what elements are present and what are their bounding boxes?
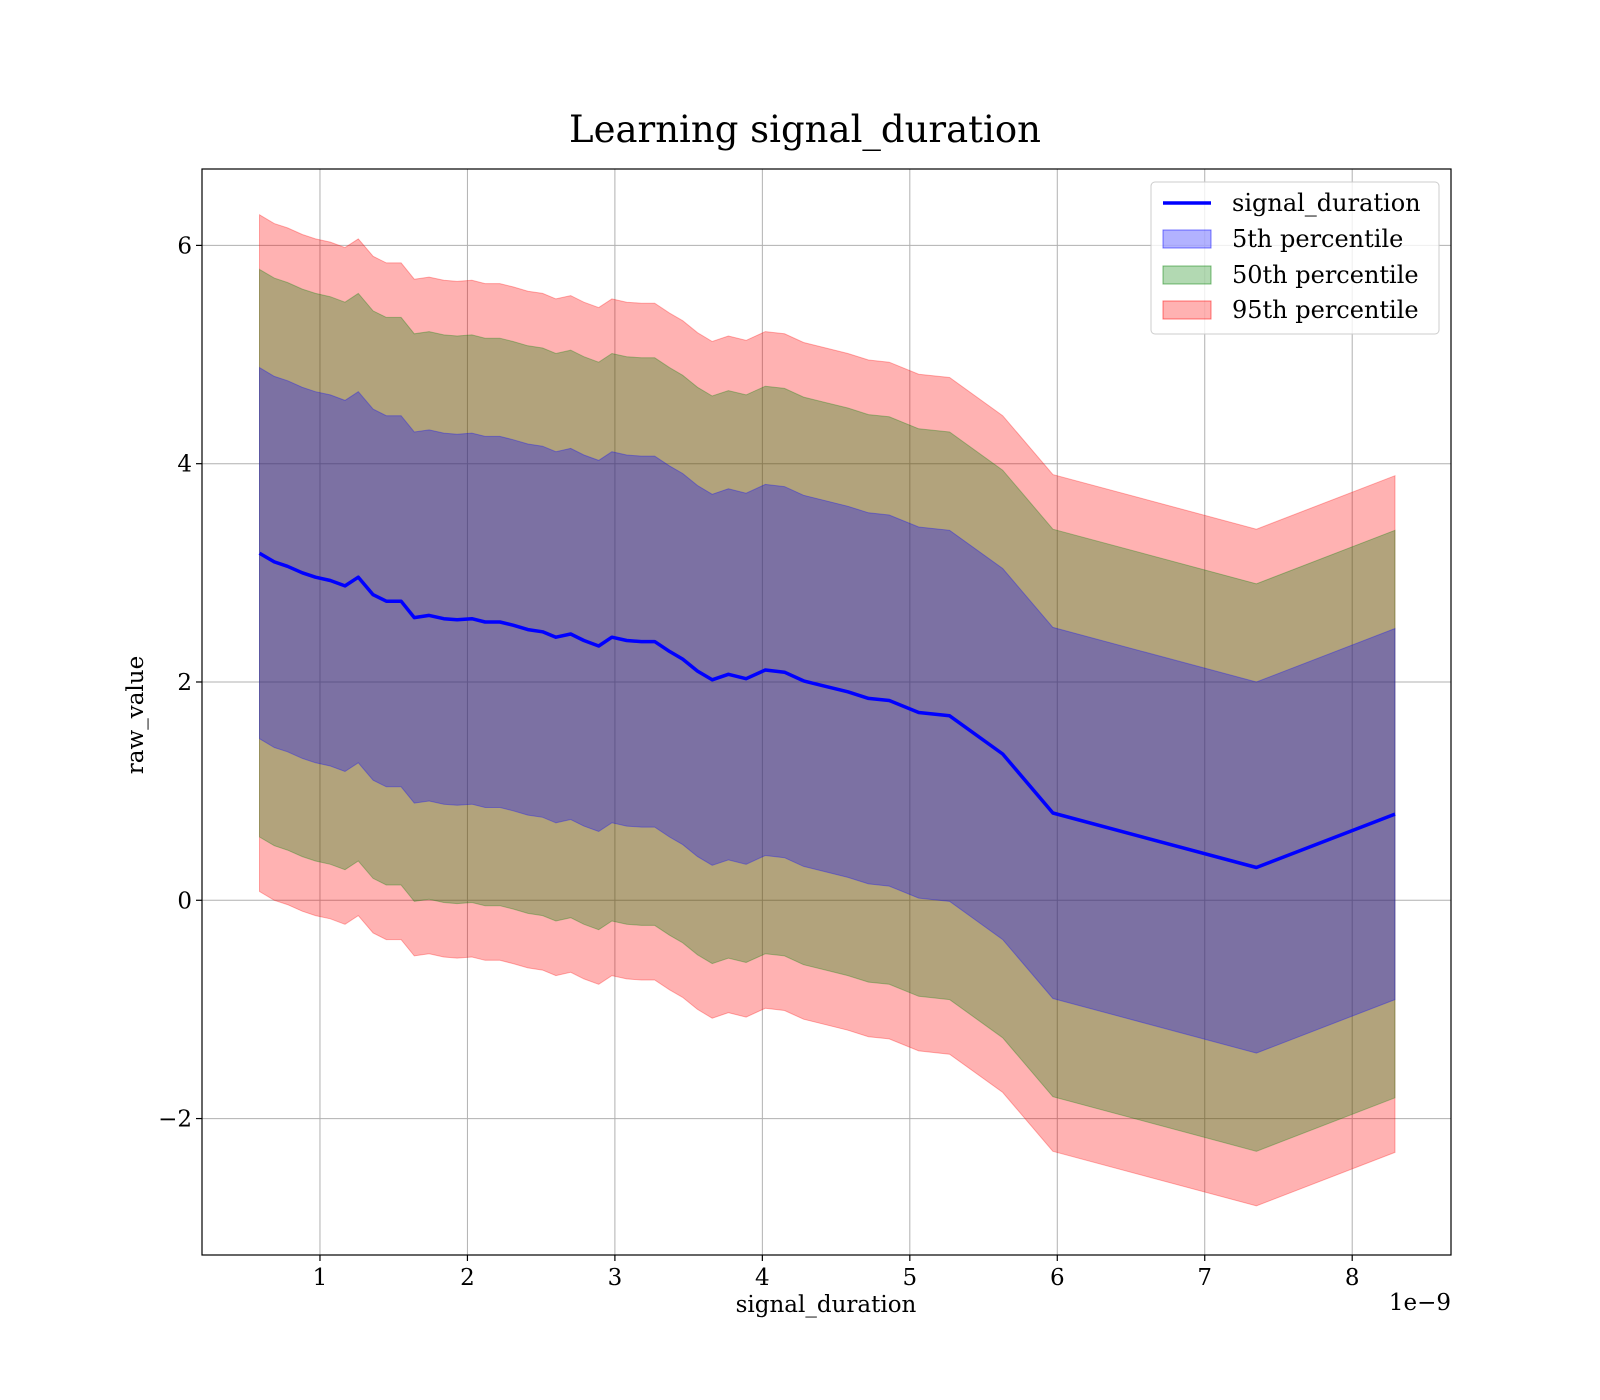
y-tick-label: 0 [177, 888, 192, 914]
legend: signal_duration 5th percentile 50th percen… [1150, 181, 1440, 335]
percentile-bands [259, 213, 1396, 1207]
x-tick-label: 6 [1050, 1265, 1065, 1291]
legend-swatch-patch [1162, 229, 1212, 249]
plot-frame [201, 168, 1452, 1256]
series-line-signal-duration [258, 551, 1396, 870]
band-50th-percentile [259, 268, 1396, 1152]
x-axis-label: signal_duration [736, 1292, 917, 1318]
x-tick-label: 3 [608, 1265, 623, 1291]
legend-entry-label: signal_duration [1232, 189, 1421, 217]
x-tick-label: 7 [1197, 1265, 1212, 1291]
x-axis-offset-label: 1e−9 [1389, 1290, 1451, 1316]
chart-title: Learning signal_duration [569, 108, 1041, 152]
center-line [258, 551, 1396, 870]
axis-ticks: 1 2 3 4 5 6 7 8 −2 0 2 4 6 [158, 233, 1359, 1291]
x-tick-label: 8 [1345, 1265, 1360, 1291]
legend-entry-label: 95th percentile [1232, 296, 1419, 324]
y-tick-label: 2 [177, 670, 192, 696]
legend-frame [1150, 181, 1440, 335]
y-tick-label: 6 [177, 233, 192, 259]
legend-entry-label: 5th percentile [1232, 225, 1403, 253]
y-tick-label: −2 [158, 1107, 192, 1133]
legend-entry-label: 50th percentile [1232, 261, 1419, 289]
x-tick-label: 1 [313, 1265, 328, 1291]
x-tick-label: 2 [460, 1265, 475, 1291]
y-tick-label: 4 [177, 452, 192, 478]
x-tick-label: 5 [902, 1265, 917, 1291]
y-axis-label: raw_value [123, 656, 149, 774]
band-95th-percentile [259, 213, 1396, 1207]
legend-swatch-patch [1162, 300, 1212, 320]
legend-swatch-patch [1162, 265, 1212, 285]
band-5th-percentile [259, 366, 1396, 1054]
x-tick-label: 4 [755, 1265, 770, 1291]
